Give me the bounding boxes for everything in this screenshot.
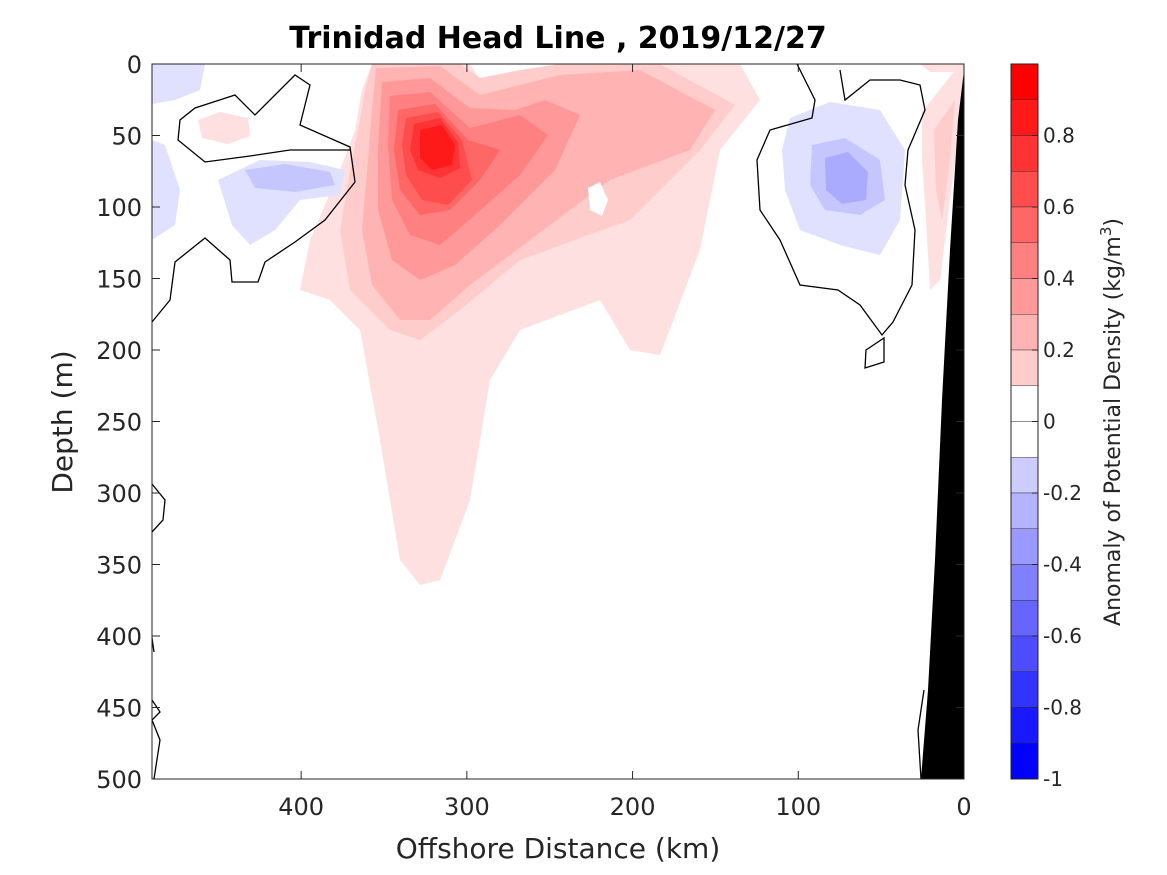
colorbar-tick-label: -0.4 [1043,553,1082,577]
contour-fill-negative-0.3-east [825,152,868,204]
x-tick-label: 400 [278,793,324,821]
y-tick-label: 400 [96,623,142,651]
colorbar-segment [1010,171,1039,208]
colorbar-segment [1010,600,1039,637]
colorbar-tick-label: 0.8 [1043,124,1075,148]
colorbar-segment [1010,349,1039,386]
y-axis-label: Depth (m) [46,350,79,493]
colorbar-segment [1010,385,1039,422]
contour-fill-positive-coast-2 [934,100,955,220]
colorbar-tick-label: -1 [1043,767,1063,791]
x-tick-label: 100 [775,793,821,821]
y-tick-label: 350 [96,552,142,580]
y-tick-label: 0 [127,51,142,79]
contour-fill-positive-0.9 [420,125,455,170]
contour-fill-positive-topright [920,64,964,72]
x-tick-label: 0 [956,793,971,821]
zero-contour-east-small [864,336,885,369]
colorbar-label-suffix: ) [1101,218,1126,227]
colorbar-segment [1010,528,1039,565]
colorbar-segment [1010,707,1039,744]
contour-fill-negative-0.2-west [245,164,335,192]
x-axis-label: Offshore Distance (km) [396,832,721,865]
colorbar-label-prefix: Anomaly of Potential Density (kg/m [1101,236,1126,626]
zero-contour-coast [917,689,925,779]
colorbar-segment [1010,635,1039,672]
colorbar-tick-label: 0.4 [1043,267,1075,291]
colorbar-tick-label: 0.6 [1043,195,1075,219]
colorbar-segment [1010,242,1039,279]
colorbar-segment [1010,671,1039,708]
zero-contour-east [756,64,926,337]
colorbar-segment [1010,206,1039,243]
colorbar-segment [1010,314,1039,351]
y-tick-label: 450 [96,695,142,723]
colorbar-tick-label: -0.8 [1043,696,1082,720]
colorbar-segment [1010,63,1039,100]
colorbar-segment [1010,457,1039,494]
y-tick-label: 250 [96,409,142,437]
x-tick-label: 200 [610,793,656,821]
y-axis: 0 50 100 150 200 250 300 350 400 450 500 [96,51,964,794]
colorbar-segment [1010,564,1039,601]
contour-fill-positive-left [198,112,250,144]
colorbar-tick-label: -0.6 [1043,624,1082,648]
zero-contour-west [152,74,356,323]
colorbar-segment [1010,421,1039,458]
colorbar-segment [1010,278,1039,315]
zero-contour-west-deep [152,483,166,533]
colorbar [1010,63,1039,780]
bathymetry [921,70,964,779]
colorbar-tick-label: 0 [1043,410,1056,434]
colorbar-tick-label: 0.2 [1043,338,1075,362]
y-tick-label: 50 [111,123,142,151]
colorbar-label: Anomaly of Potential Density (kg/m3) [1097,218,1126,626]
y-tick-label: 500 [96,766,142,794]
colorbar-segment [1010,492,1039,529]
colorbar-ticks: 0.8 0.6 0.4 0.2 0 -0.2 -0.4 -0.6 -0.8 -1 [1032,124,1082,791]
colorbar-segment [1010,135,1039,172]
x-axis: 400 300 200 100 0 [278,64,972,821]
plot-area [152,64,964,779]
colorbar-segment [1010,99,1039,136]
x-tick-label: 300 [444,793,490,821]
y-tick-label: 100 [96,194,142,222]
chart-title: Trinidad Head Line , 2019/12/27 [289,21,826,56]
y-tick-label: 200 [96,337,142,365]
contour-pocket [588,182,608,216]
colorbar-label-exponent: 3 [1097,227,1115,237]
colorbar-tick-label: -0.2 [1043,481,1082,505]
contour-fill-negative-top-west [152,64,205,104]
y-tick-label: 150 [96,266,142,294]
y-tick-label: 300 [96,480,142,508]
contour-fill-negative-edge-west [152,140,180,240]
colorbar-segment [1010,743,1039,780]
